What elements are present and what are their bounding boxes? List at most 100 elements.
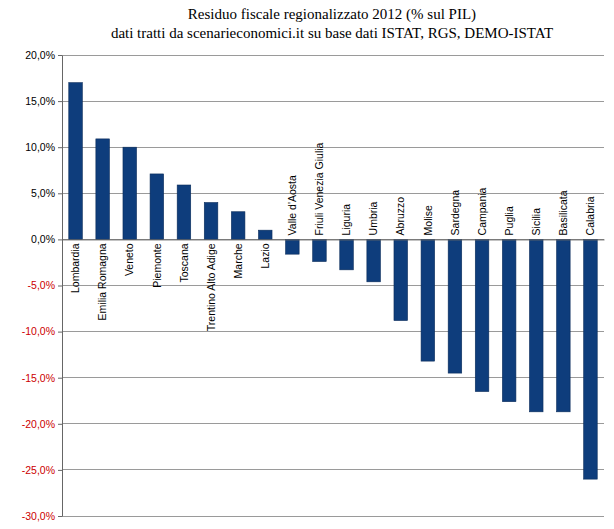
bar [557,239,571,411]
y-tick-label: -20,0% [22,418,55,430]
x-tick: Trentino Alto Adige [205,239,217,331]
bar [286,239,300,254]
y-tick-label: -15,0% [22,372,55,384]
y-tick: 15,0% [25,95,62,107]
y-tick-mark [58,239,62,240]
x-tick: Lombardia [69,239,81,293]
y-tick-mark [58,470,62,471]
bar [367,239,381,281]
x-tick: Abruzzo [394,197,406,240]
category-label: Emilia Romagna [96,243,108,320]
y-tick: -25,0% [22,464,62,476]
category-label: Campania [476,187,488,235]
x-tick: Umbria [367,201,379,239]
y-tick-mark [58,424,62,425]
y-tick-mark [58,332,62,333]
chart: Residuo fiscale regionalizzato 2012 (% s… [0,0,614,529]
category-label: Trentino Alto Adige [205,243,217,331]
y-tick-mark [58,147,62,148]
y-tick-label: 15,0% [25,95,55,107]
grid-line [62,469,604,470]
category-label: Sardegna [449,190,461,236]
bar [313,239,327,261]
grid-line [62,147,604,148]
subtitle: dati tratti da scenarieconomici.it su ba… [111,25,553,41]
grid-line [62,55,604,56]
y-tick-label: -5,0% [28,279,55,291]
category-label: Marche [232,243,244,278]
y-tick-mark [58,193,62,194]
bar [150,174,164,239]
category-label: Friuli Venezia Giulia [313,142,325,235]
y-tick: -10,0% [22,325,62,337]
bar [475,239,489,391]
x-tick: Marche [232,239,244,278]
x-tick: Emilia Romagna [96,239,108,320]
x-tick: Campania [476,187,488,239]
bar [394,239,408,320]
category-label: Puglia [503,206,515,235]
y-tick: -30,0% [22,510,62,522]
category-label: Basilicata [557,190,569,235]
bar [502,239,516,401]
category-label: Lazio [259,243,271,268]
y-tick-label: 20,0% [25,49,55,61]
title: Residuo fiscale regionalizzato 2012 (% s… [188,6,476,23]
bar [584,239,598,479]
y-tick: -20,0% [22,418,62,430]
y-tick-mark [58,286,62,287]
category-label: Toscana [178,243,190,282]
x-tick: Molise [422,205,434,240]
y-tick: 10,0% [25,141,62,153]
bar [96,139,110,239]
bars [69,83,597,479]
y-tick-mark [58,378,62,379]
y-tick: 0,0% [31,233,62,245]
plot: -30,0% -25,0% -20,0% -15,0% -10,0% -5,0% 0,0% 5… [22,49,605,522]
y-tick-label: -25,0% [22,464,55,476]
grid-line [62,377,604,378]
y-tick: -5,0% [28,279,62,291]
x-tick: Toscana [178,239,190,282]
x-tick: Sicilia [530,208,542,240]
category-label: Calabria [584,196,596,235]
x-tick: Basilicata [557,190,569,239]
x-tick: Piemonte [151,239,163,287]
bar [340,239,354,269]
bar [529,239,543,411]
y-tick-label: -10,0% [22,325,55,337]
y-axis-line [62,56,63,517]
category-label: Umbria [367,201,379,235]
bar [231,212,245,240]
bar [69,83,83,240]
bar [123,147,137,239]
y-tick: 5,0% [31,187,62,199]
x-tick: Veneto [123,239,135,276]
grid [62,55,604,516]
bar [204,203,218,240]
category-label: Liguria [340,204,352,236]
y-tick-label: -30,0% [22,510,55,522]
y-tick-mark [58,55,62,56]
y-tick-mark [58,516,62,517]
x-axis-line [63,239,605,240]
category-label: Veneto [123,243,135,276]
grid-line [62,239,604,240]
x-tick: Valle d'Aosta [286,175,298,239]
y-tick: 20,0% [25,49,62,61]
x-tick: Friuli Venezia Giulia [313,142,325,239]
x-tick: Calabria [584,196,596,239]
bar [448,239,462,373]
grid-line [62,193,604,194]
category-label: Abruzzo [394,197,406,236]
x-tick: Lazio [259,239,271,268]
y-tick: -15,0% [22,372,62,384]
y-tick-label: 0,0% [31,233,55,245]
y-tick-mark [58,101,62,102]
x-tick: Sardegna [449,190,461,240]
bar [258,230,272,239]
bar [177,185,191,239]
category-label: Sicilia [530,208,542,236]
x-tick: Puglia [503,206,515,239]
x-tick: Liguria [340,204,352,240]
